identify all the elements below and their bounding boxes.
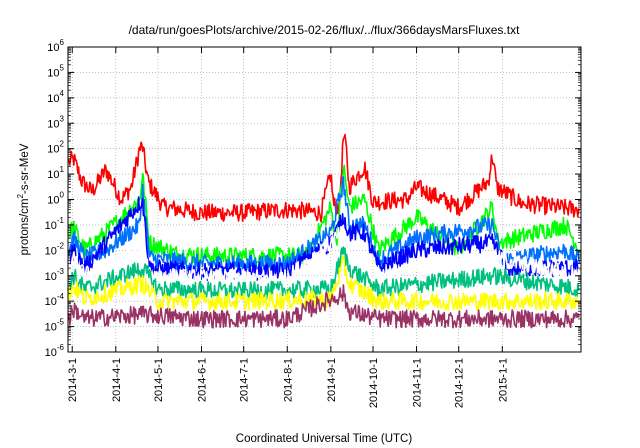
x-tick-label: 2014-3-1 xyxy=(67,358,79,402)
series-lines xyxy=(68,133,581,329)
y-tick-labels: 106 105 104 103 102 101 100 10-1 10-2 10-3 10-4 10-… xyxy=(45,38,65,359)
axis-ticks xyxy=(68,46,581,353)
series-line xyxy=(68,246,580,301)
y-tick-label: 106 xyxy=(47,38,64,54)
x-tick-label: 2014-7-1 xyxy=(239,358,251,402)
y-tick-label: 105 xyxy=(47,63,64,79)
y-tick-label: 10-5 xyxy=(45,318,65,334)
x-tick-label: 2014-9-1 xyxy=(326,358,338,402)
y-axis-label: protons/cm2-s-sr-MeV xyxy=(16,143,31,255)
y-tick-label: 10-3 xyxy=(45,267,65,283)
y-tick-label: 10-1 xyxy=(45,216,65,232)
y-tick-label: 100 xyxy=(47,191,64,207)
y-tick-label: 102 xyxy=(47,140,64,156)
x-tick-label: 2015-1-1 xyxy=(497,358,509,402)
y-tick-label: 10-4 xyxy=(45,292,65,308)
x-tick-label: 2014-11-1 xyxy=(412,358,424,407)
x-tick-label: 2014-10-1 xyxy=(368,358,380,408)
series-line xyxy=(68,176,581,274)
series-line xyxy=(68,284,581,329)
x-tick-label: 2014-5-1 xyxy=(153,358,165,402)
x-tick-label: 2014-8-1 xyxy=(282,358,294,402)
x-tick-label: 2014-12-1 xyxy=(454,358,466,408)
y-tick-label: 10-6 xyxy=(45,343,65,359)
series-line xyxy=(68,164,580,266)
series-line xyxy=(68,133,581,223)
x-axis-label: Coordinated Universal Time (UTC) xyxy=(236,433,413,445)
chart-title: /data/run/goesPlots/archive/2015-02-26/f… xyxy=(129,23,521,37)
y-tick-label: 101 xyxy=(47,165,64,181)
y-tick-label: 10-2 xyxy=(45,241,65,257)
y-tick-label: 104 xyxy=(47,89,64,105)
x-tick-label: 2014-6-1 xyxy=(197,358,209,402)
x-tick-labels: 2014-3-1 2014-4-1 2014-5-1 2014-6-1 2014-7-1… xyxy=(67,358,509,408)
series-line xyxy=(68,224,581,288)
y-tick-label: 103 xyxy=(47,114,64,130)
x-tick-label: 2014-4-1 xyxy=(111,358,123,402)
